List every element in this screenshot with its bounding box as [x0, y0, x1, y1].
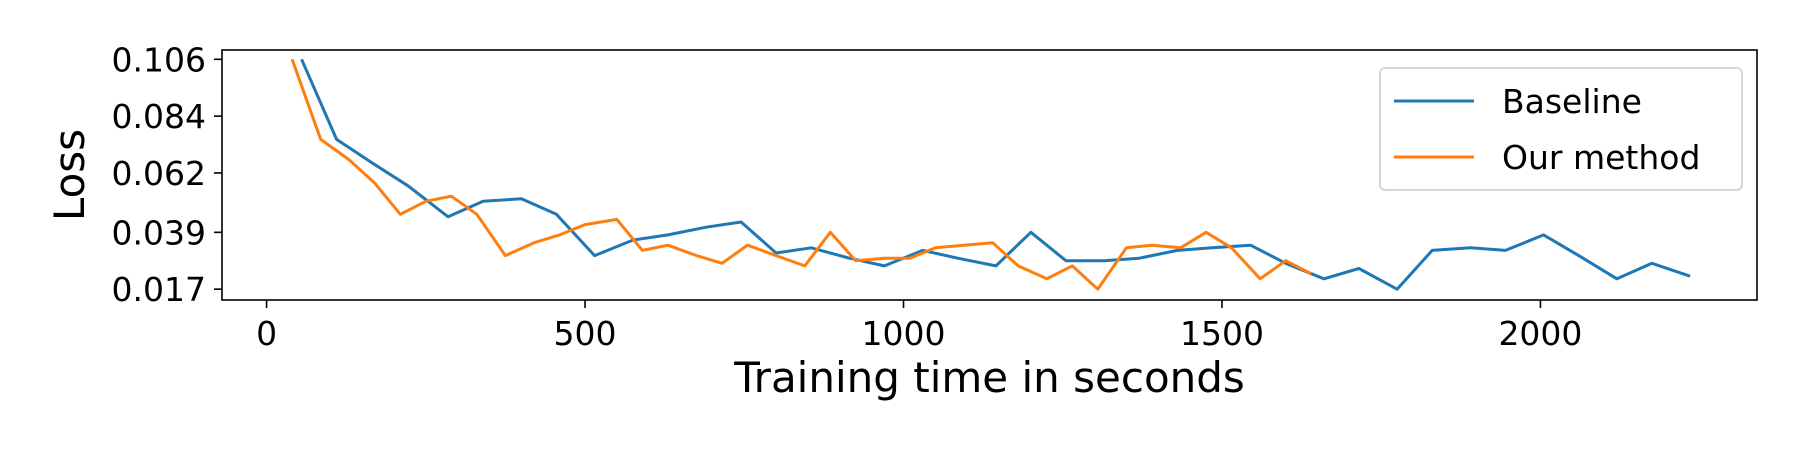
x-tick-label: 1500: [1180, 314, 1264, 353]
y-axis-label: Loss: [45, 129, 94, 221]
x-tick-label: 1000: [862, 314, 946, 353]
x-axis-label: Training time in seconds: [733, 353, 1245, 402]
y-tick-label: 0.106: [112, 40, 206, 79]
y-tick-label: 0.039: [112, 213, 206, 252]
y-axis-ticks: 0.017 0.039 0.062 0.084 0.106: [112, 40, 222, 309]
y-tick-label: 0.062: [112, 154, 206, 193]
plot-frame: [221, 49, 1758, 301]
x-tick-label: 2000: [1498, 314, 1582, 353]
x-axis-ticks: 0 500 1000 1500 2000: [256, 300, 1582, 353]
x-tick-label: 0: [256, 314, 277, 353]
y-tick-label: 0.084: [112, 97, 206, 136]
legend-label-our-method: Our method: [1502, 138, 1700, 177]
series-line-our-method: [290, 58, 1312, 291]
series-line-baseline: [300, 58, 1691, 291]
series-layer: [290, 58, 1691, 291]
x-tick-label: 500: [554, 314, 617, 353]
legend-box: [1379, 67, 1743, 191]
legend: Baseline Our method: [1379, 67, 1743, 191]
y-tick-label: 0.017: [112, 270, 206, 309]
legend-label-baseline: Baseline: [1502, 82, 1642, 121]
